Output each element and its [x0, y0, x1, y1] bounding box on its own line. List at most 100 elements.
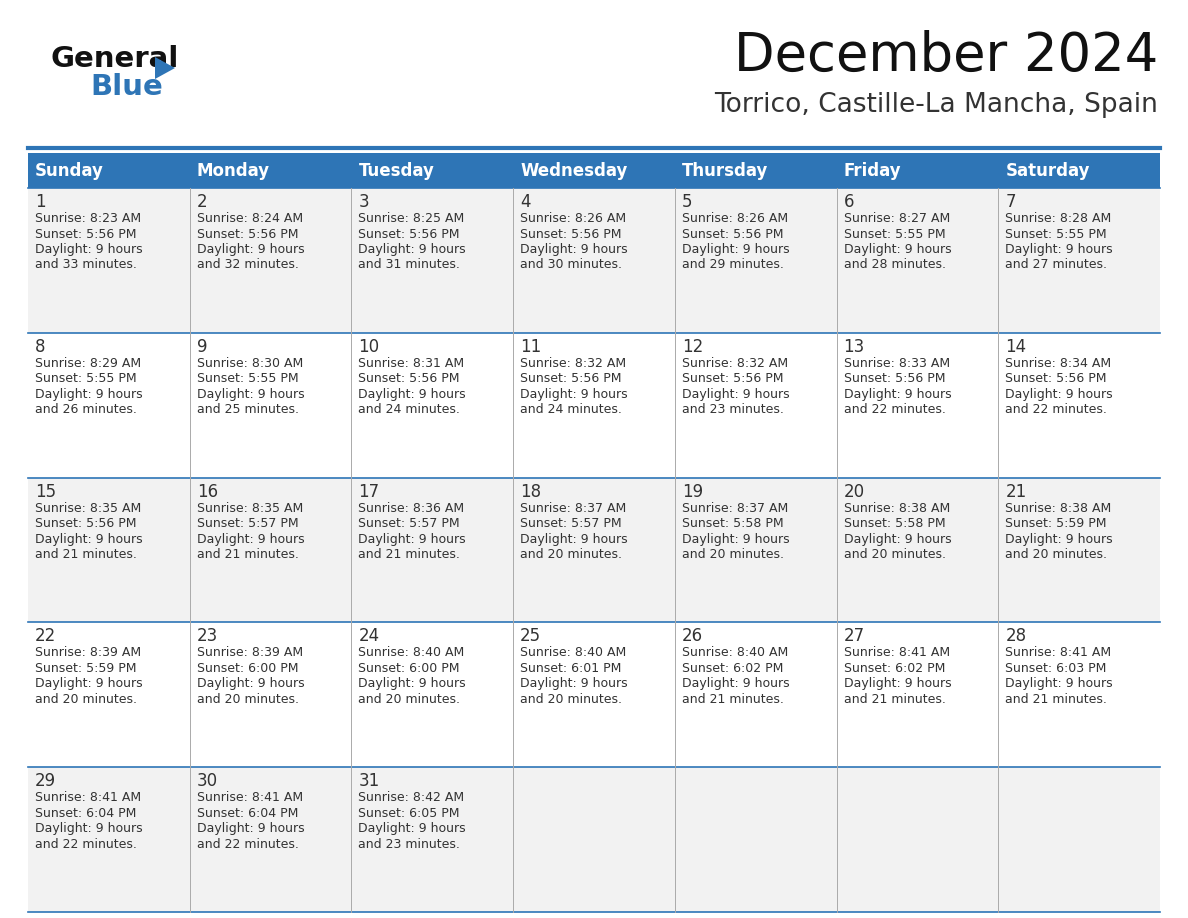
Text: Sunrise: 8:37 AM: Sunrise: 8:37 AM	[520, 501, 626, 515]
Text: and 32 minutes.: and 32 minutes.	[197, 259, 298, 272]
Text: Sunrise: 8:36 AM: Sunrise: 8:36 AM	[359, 501, 465, 515]
Text: and 21 minutes.: and 21 minutes.	[1005, 693, 1107, 706]
Text: Daylight: 9 hours: Daylight: 9 hours	[1005, 243, 1113, 256]
Text: Sunset: 5:55 PM: Sunset: 5:55 PM	[34, 373, 137, 386]
Text: Daylight: 9 hours: Daylight: 9 hours	[843, 532, 952, 545]
Text: and 21 minutes.: and 21 minutes.	[359, 548, 460, 561]
Text: Sunrise: 8:37 AM: Sunrise: 8:37 AM	[682, 501, 788, 515]
Polygon shape	[154, 57, 175, 79]
Text: and 20 minutes.: and 20 minutes.	[520, 693, 623, 706]
Text: Thursday: Thursday	[682, 162, 769, 180]
Text: Sunrise: 8:28 AM: Sunrise: 8:28 AM	[1005, 212, 1112, 225]
Text: and 29 minutes.: and 29 minutes.	[682, 259, 784, 272]
Text: Daylight: 9 hours: Daylight: 9 hours	[197, 532, 304, 545]
Text: 4: 4	[520, 193, 531, 211]
Text: and 21 minutes.: and 21 minutes.	[197, 548, 298, 561]
Text: Sunrise: 8:41 AM: Sunrise: 8:41 AM	[197, 791, 303, 804]
Text: and 21 minutes.: and 21 minutes.	[34, 548, 137, 561]
Text: 30: 30	[197, 772, 217, 790]
Text: Sunrise: 8:38 AM: Sunrise: 8:38 AM	[843, 501, 950, 515]
Text: Friday: Friday	[843, 162, 902, 180]
Text: Sunrise: 8:25 AM: Sunrise: 8:25 AM	[359, 212, 465, 225]
Text: Sunset: 5:55 PM: Sunset: 5:55 PM	[1005, 228, 1107, 241]
Text: Daylight: 9 hours: Daylight: 9 hours	[197, 823, 304, 835]
Text: Daylight: 9 hours: Daylight: 9 hours	[1005, 387, 1113, 401]
Text: Daylight: 9 hours: Daylight: 9 hours	[34, 243, 143, 256]
Text: 14: 14	[1005, 338, 1026, 356]
Text: 26: 26	[682, 627, 703, 645]
Text: and 27 minutes.: and 27 minutes.	[1005, 259, 1107, 272]
Text: Sunset: 5:59 PM: Sunset: 5:59 PM	[34, 662, 137, 675]
Text: Sunset: 5:56 PM: Sunset: 5:56 PM	[1005, 373, 1107, 386]
Text: Sunrise: 8:29 AM: Sunrise: 8:29 AM	[34, 357, 141, 370]
Text: Daylight: 9 hours: Daylight: 9 hours	[34, 823, 143, 835]
Text: Daylight: 9 hours: Daylight: 9 hours	[843, 243, 952, 256]
Text: Sunrise: 8:34 AM: Sunrise: 8:34 AM	[1005, 357, 1112, 370]
Text: General: General	[50, 45, 178, 73]
Text: Sunset: 5:56 PM: Sunset: 5:56 PM	[520, 228, 621, 241]
Text: 11: 11	[520, 338, 542, 356]
Text: 24: 24	[359, 627, 379, 645]
Text: Sunrise: 8:35 AM: Sunrise: 8:35 AM	[197, 501, 303, 515]
Text: and 23 minutes.: and 23 minutes.	[359, 838, 460, 851]
Text: 15: 15	[34, 483, 56, 500]
Text: and 20 minutes.: and 20 minutes.	[520, 548, 623, 561]
Text: Sunrise: 8:41 AM: Sunrise: 8:41 AM	[34, 791, 141, 804]
Text: and 20 minutes.: and 20 minutes.	[843, 548, 946, 561]
Bar	[29, 622, 1159, 767]
Text: Sunset: 5:58 PM: Sunset: 5:58 PM	[843, 517, 946, 530]
Text: 10: 10	[359, 338, 379, 356]
Text: Sunset: 5:58 PM: Sunset: 5:58 PM	[682, 517, 783, 530]
Text: Daylight: 9 hours: Daylight: 9 hours	[520, 532, 627, 545]
Text: Daylight: 9 hours: Daylight: 9 hours	[682, 532, 790, 545]
Text: and 20 minutes.: and 20 minutes.	[34, 693, 137, 706]
Text: 2: 2	[197, 193, 208, 211]
Text: and 31 minutes.: and 31 minutes.	[359, 259, 460, 272]
Text: 1: 1	[34, 193, 45, 211]
Text: Sunset: 5:56 PM: Sunset: 5:56 PM	[197, 228, 298, 241]
Text: Daylight: 9 hours: Daylight: 9 hours	[359, 243, 466, 256]
Text: Sunrise: 8:40 AM: Sunrise: 8:40 AM	[520, 646, 626, 659]
Text: Sunrise: 8:39 AM: Sunrise: 8:39 AM	[34, 646, 141, 659]
Text: Sunset: 6:02 PM: Sunset: 6:02 PM	[682, 662, 783, 675]
Text: Daylight: 9 hours: Daylight: 9 hours	[359, 823, 466, 835]
Text: Sunrise: 8:41 AM: Sunrise: 8:41 AM	[843, 646, 949, 659]
Text: 13: 13	[843, 338, 865, 356]
Text: and 20 minutes.: and 20 minutes.	[682, 548, 784, 561]
Text: Daylight: 9 hours: Daylight: 9 hours	[359, 387, 466, 401]
Text: 28: 28	[1005, 627, 1026, 645]
Text: 16: 16	[197, 483, 217, 500]
Text: Sunrise: 8:30 AM: Sunrise: 8:30 AM	[197, 357, 303, 370]
Text: Daylight: 9 hours: Daylight: 9 hours	[359, 532, 466, 545]
Text: and 22 minutes.: and 22 minutes.	[1005, 403, 1107, 416]
Text: and 26 minutes.: and 26 minutes.	[34, 403, 137, 416]
Text: 19: 19	[682, 483, 703, 500]
Text: Sunset: 5:57 PM: Sunset: 5:57 PM	[197, 517, 298, 530]
Text: Daylight: 9 hours: Daylight: 9 hours	[520, 387, 627, 401]
Text: Daylight: 9 hours: Daylight: 9 hours	[197, 677, 304, 690]
Text: 3: 3	[359, 193, 369, 211]
Text: Blue: Blue	[90, 73, 163, 101]
Text: 27: 27	[843, 627, 865, 645]
Bar	[29, 477, 1159, 622]
Text: Daylight: 9 hours: Daylight: 9 hours	[682, 243, 790, 256]
Text: and 22 minutes.: and 22 minutes.	[34, 838, 137, 851]
Text: Daylight: 9 hours: Daylight: 9 hours	[359, 677, 466, 690]
Text: Sunset: 6:05 PM: Sunset: 6:05 PM	[359, 807, 460, 820]
Text: 22: 22	[34, 627, 56, 645]
Text: Sunset: 5:55 PM: Sunset: 5:55 PM	[843, 228, 946, 241]
Text: Sunset: 6:00 PM: Sunset: 6:00 PM	[197, 662, 298, 675]
Text: 12: 12	[682, 338, 703, 356]
Text: Sunrise: 8:31 AM: Sunrise: 8:31 AM	[359, 357, 465, 370]
Text: 20: 20	[843, 483, 865, 500]
Text: and 20 minutes.: and 20 minutes.	[1005, 548, 1107, 561]
Text: Daylight: 9 hours: Daylight: 9 hours	[34, 387, 143, 401]
Text: Daylight: 9 hours: Daylight: 9 hours	[520, 243, 627, 256]
Text: Sunrise: 8:23 AM: Sunrise: 8:23 AM	[34, 212, 141, 225]
Text: 31: 31	[359, 772, 380, 790]
Text: Sunset: 5:56 PM: Sunset: 5:56 PM	[359, 228, 460, 241]
Text: 6: 6	[843, 193, 854, 211]
Text: Sunset: 5:56 PM: Sunset: 5:56 PM	[682, 228, 783, 241]
Text: 5: 5	[682, 193, 693, 211]
Text: and 25 minutes.: and 25 minutes.	[197, 403, 298, 416]
